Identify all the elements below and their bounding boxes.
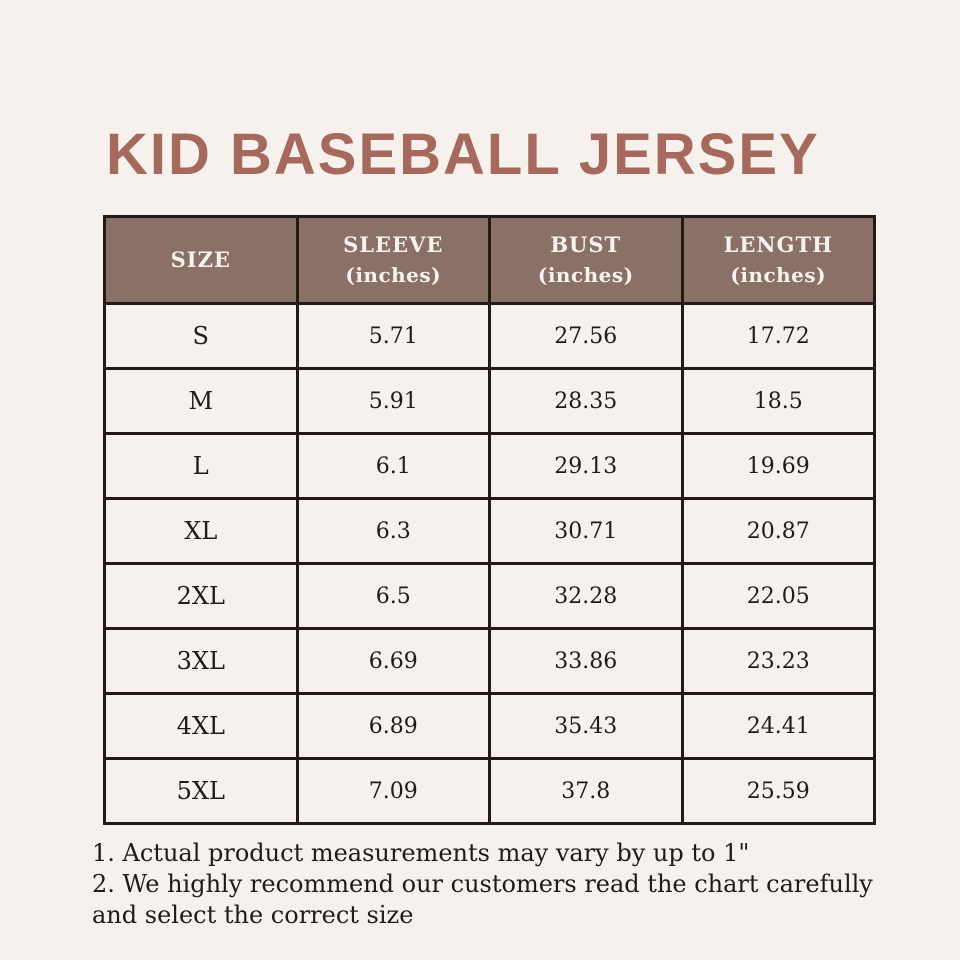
column-unit: (inches) [345,263,442,287]
sleeve-value: 7.09 [295,757,491,825]
column-label: SIZE [170,247,231,272]
size-value: 2XL [103,562,299,630]
footnote-1: 1. Actual product measurements may vary … [92,839,750,867]
bust-value: 35.43 [488,692,684,760]
sleeve-value: 6.5 [295,562,491,630]
size-value: 4XL [103,692,299,760]
table-row-s: S 5.71 27.56 17.72 [103,302,876,370]
table-row-2xl: 2XL 6.5 32.28 22.05 [103,562,876,630]
bust-value: 37.8 [488,757,684,825]
length-value: 25.59 [680,757,876,825]
length-value: 17.72 [680,302,876,370]
table-row-xl: XL 6.3 30.71 20.87 [103,497,876,565]
table-row-4xl: 4XL 6.89 35.43 24.41 [103,692,876,760]
column-header-size: SIZE [103,215,299,305]
bust-value: 33.86 [488,627,684,695]
size-value: M [103,367,299,435]
column-label: SLEEVE [343,232,444,257]
column-label: LENGTH [723,232,833,257]
sleeve-value: 6.69 [295,627,491,695]
sleeve-value: 6.3 [295,497,491,565]
page-title: KID BASEBALL JERSEY [106,121,820,187]
column-unit: (inches) [537,263,634,287]
size-value: 5XL [103,757,299,825]
size-value: XL [103,497,299,565]
bust-value: 29.13 [488,432,684,500]
sleeve-value: 6.1 [295,432,491,500]
length-value: 18.5 [680,367,876,435]
sleeve-value: 6.89 [295,692,491,760]
table-row-m: M 5.91 28.35 18.5 [103,367,876,435]
bust-value: 27.56 [488,302,684,370]
column-header-bust: BUST (inches) [488,215,684,305]
bust-value: 30.71 [488,497,684,565]
bust-value: 32.28 [488,562,684,630]
column-label: BUST [550,232,622,257]
header-row: SIZE SLEEVE (inches) BUST (inches) LENGT… [103,215,876,305]
length-value: 22.05 [680,562,876,630]
size-value: L [103,432,299,500]
size-value: 3XL [103,627,299,695]
column-header-sleeve: SLEEVE (inches) [295,215,491,305]
size-value: S [103,302,299,370]
size-chart-body: S 5.71 27.56 17.72 M 5.91 28.35 18.5 L 6… [103,302,876,825]
footnote-2: 2. We highly recommend our customers rea… [92,870,873,929]
sleeve-value: 5.91 [295,367,491,435]
size-chart-table: SIZE SLEEVE (inches) BUST (inches) LENGT… [103,215,876,825]
length-value: 20.87 [680,497,876,565]
column-unit: (inches) [730,263,827,287]
length-value: 24.41 [680,692,876,760]
footnotes: 1. Actual product measurements may vary … [92,838,904,931]
length-value: 23.23 [680,627,876,695]
bust-value: 28.35 [488,367,684,435]
column-header-length: LENGTH (inches) [680,215,876,305]
table-row-l: L 6.1 29.13 19.69 [103,432,876,500]
table-row-3xl: 3XL 6.69 33.86 23.23 [103,627,876,695]
table-row-5xl: 5XL 7.09 37.8 25.59 [103,757,876,825]
length-value: 19.69 [680,432,876,500]
size-chart-header: SIZE SLEEVE (inches) BUST (inches) LENGT… [103,215,876,305]
sleeve-value: 5.71 [295,302,491,370]
